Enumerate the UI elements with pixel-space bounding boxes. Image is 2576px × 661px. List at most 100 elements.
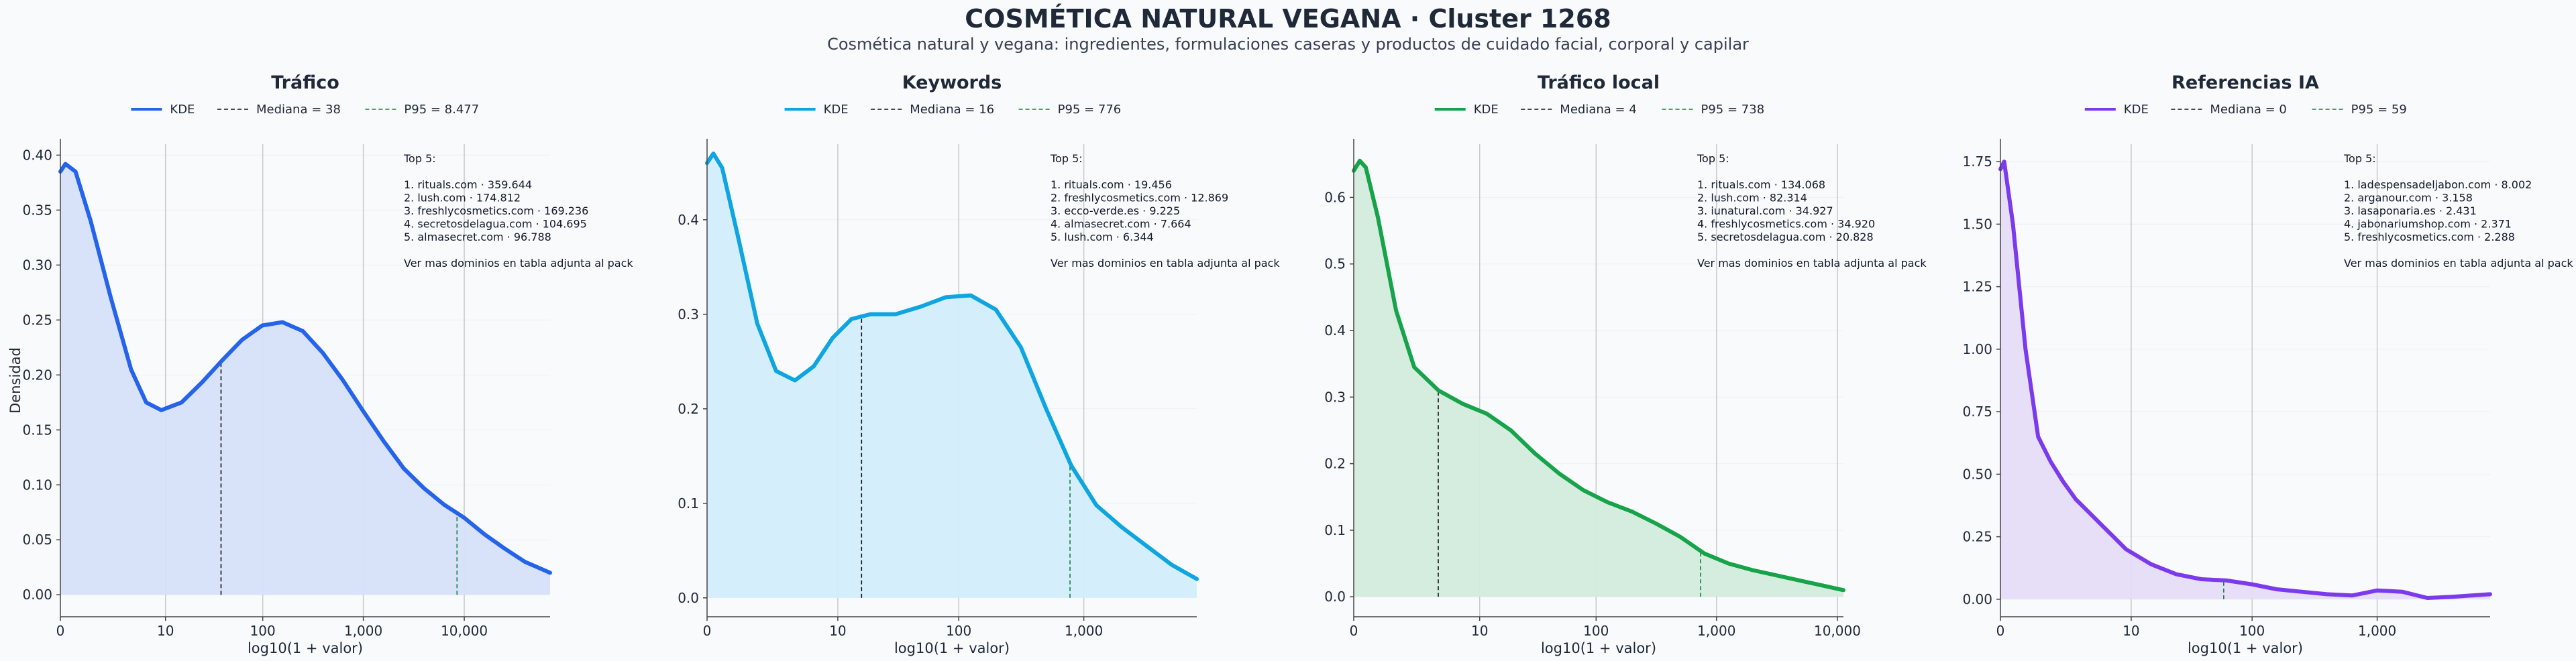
legend: KDE Mediana = 0 P95 = 59 <box>2084 103 2407 117</box>
x-tick-label: 10 <box>157 623 174 639</box>
y-tick-label: 0.25 <box>1962 529 1992 545</box>
x-tick-label: 0 <box>703 623 712 639</box>
x-tick-label: 1,000 <box>344 623 382 639</box>
legend-p95-label: P95 = 738 <box>1701 103 1765 117</box>
top5-annotation: Top 5: 1. ladespensadeljabon.com · 8.0022… <box>2343 152 2573 269</box>
chart-panel-keywords: Keywords KDE Mediana = 16 P95 = 776 0.0 0.1 0.… <box>678 72 1280 656</box>
y-tick-label: 0.10 <box>22 477 52 493</box>
y-tick-label: 1.00 <box>1962 341 1992 357</box>
annotation-line: Top 5: <box>1697 152 1729 165</box>
annotation-line: 5. lush.com · 6.344 <box>1051 231 1154 243</box>
legend-kde-label: KDE <box>170 103 195 117</box>
annotation-line: 2. lush.com · 82.314 <box>1697 192 1807 204</box>
y-tick-label: 0.4 <box>1324 322 1346 339</box>
legend-median-label: Mediana = 0 <box>2210 103 2286 117</box>
figure-title: COSMÉTICA NATURAL VEGANA · Cluster 1268 <box>965 4 1611 34</box>
x-tick-label: 10 <box>1471 623 1488 639</box>
y-tick-label: 0.75 <box>1962 404 1992 420</box>
legend: KDE Mediana = 38 P95 = 8.477 <box>131 103 479 117</box>
y-tick-label: 0.05 <box>22 532 52 548</box>
x-tick-label: 0 <box>1996 623 2005 639</box>
legend-p95-label: P95 = 776 <box>1058 103 1122 117</box>
kde-area <box>1354 160 1843 597</box>
kde-line <box>1998 160 2492 600</box>
annotation-line: 5. almasecret.com · 96.788 <box>404 231 551 243</box>
y-tick-label: 1.25 <box>1962 279 1992 295</box>
annotation-line: 3. lasaponaria.es · 2.431 <box>2344 204 2477 217</box>
x-axis-label: log10(1 + valor) <box>1541 640 1656 656</box>
legend-median-label: Mediana = 16 <box>910 103 994 117</box>
annotation-line: 1. rituals.com · 359.644 <box>404 178 532 191</box>
x-tick-label: 100 <box>1583 623 1609 639</box>
legend-median-label: Mediana = 4 <box>1560 103 1636 117</box>
legend-median-label: Mediana = 38 <box>256 103 341 117</box>
panel-title: Keywords <box>902 72 1002 93</box>
y-tick-label: 0.25 <box>22 312 52 328</box>
x-tick-label: 100 <box>250 623 276 639</box>
x-tick-label: 1,000 <box>1697 623 1735 639</box>
legend-kde-label: KDE <box>2124 103 2149 117</box>
y-tick-label: 1.75 <box>1962 154 1992 170</box>
legend-kde-label: KDE <box>824 103 849 117</box>
annotation-line: 3. freshlycosmetics.com · 169.236 <box>404 204 588 217</box>
legend: KDE Mediana = 4 P95 = 738 <box>1434 103 1765 117</box>
figure-subtitle: Cosmética natural y vegana: ingredientes… <box>827 35 1749 54</box>
annotation-line: 3. iunatural.com · 34.927 <box>1697 204 1833 217</box>
annotation-line: 2. freshlycosmetics.com · 12.869 <box>1051 192 1228 204</box>
kde-line <box>1352 158 1845 593</box>
y-tick-label: 0.0 <box>1324 589 1346 605</box>
x-tick-label: 10,000 <box>441 623 488 639</box>
kde-area <box>707 154 1197 598</box>
annotation-line: 4. almasecret.com · 7.664 <box>1051 218 1191 231</box>
x-tick-label: 10 <box>2123 623 2139 639</box>
x-axis-label: log10(1 + valor) <box>2188 640 2303 656</box>
annotation-line: 3. ecco-verde.es · 9.225 <box>1051 204 1180 217</box>
annotation-line: Ver mas dominios en tabla adjunta al pac… <box>1051 257 1280 269</box>
panel-title: Tráfico <box>271 72 339 93</box>
x-tick-label: 100 <box>946 623 971 639</box>
x-axis-label: log10(1 + valor) <box>894 640 1010 656</box>
annotation-line: Ver mas dominios en tabla adjunta al pac… <box>2344 257 2573 269</box>
y-tick-label: 0.0 <box>678 590 699 606</box>
annotation-line: 5. freshlycosmetics.com · 2.288 <box>2344 231 2515 243</box>
annotation-line: Top 5: <box>1050 152 1083 165</box>
y-tick-label: 0.00 <box>1962 591 1992 607</box>
x-tick-label: 1,000 <box>2358 623 2396 639</box>
annotation-line: 1. rituals.com · 134.068 <box>1697 178 1825 191</box>
x-tick-label: 0 <box>56 623 65 639</box>
y-tick-label: 0.3 <box>1324 389 1346 405</box>
annotation-line: Ver mas dominios en tabla adjunta al pac… <box>404 257 633 269</box>
x-tick-label: 0 <box>1350 623 1358 639</box>
panel-title: Referencias IA <box>2171 72 2319 93</box>
y-tick-label: 0.20 <box>22 367 52 383</box>
annotation-line: 1. ladespensadeljabon.com · 8.002 <box>2344 178 2532 191</box>
annotation-line: Top 5: <box>2343 152 2376 165</box>
kde-line <box>705 152 1199 581</box>
y-tick-label: 0.5 <box>1324 256 1346 272</box>
y-tick-label: 0.2 <box>1324 456 1346 472</box>
y-tick-label: 0.1 <box>678 495 699 512</box>
y-tick-label: 0.4 <box>678 212 699 228</box>
y-tick-label: 1.50 <box>1962 216 1992 232</box>
annotation-line: 4. secretosdelagua.com · 104.695 <box>404 218 587 231</box>
y-tick-label: 0.1 <box>1324 522 1346 538</box>
x-tick-label: 1,000 <box>1065 623 1103 639</box>
legend-p95-label: P95 = 59 <box>2351 103 2407 117</box>
x-axis-label: log10(1 + valor) <box>248 640 363 656</box>
chart-panel-trafico-local: Tráfico local KDE Mediana = 4 P95 = 738 0.0 0… <box>1324 72 1927 656</box>
legend-p95-label: P95 = 8.477 <box>404 103 479 117</box>
annotation-line: 4. freshlycosmetics.com · 34.920 <box>1697 218 1875 231</box>
chart-panel-trafico: Tráfico KDE Mediana = 38 P95 = 8.477 0.00 0.0… <box>7 72 633 656</box>
annotation-line: Top 5: <box>403 152 436 165</box>
panel-title: Tráfico local <box>1538 72 1660 93</box>
y-tick-label: 0.6 <box>1324 189 1346 205</box>
legend-kde-label: KDE <box>1474 103 1499 117</box>
x-tick-label: 10 <box>829 623 846 639</box>
y-tick-label: 0.50 <box>1962 466 1992 482</box>
y-tick-label: 0.35 <box>22 202 52 218</box>
annotation-line: 5. secretosdelagua.com · 20.828 <box>1697 231 1874 243</box>
y-tick-label: 0.2 <box>678 401 699 417</box>
chart-panel-referencias-ia: Referencias IA KDE Mediana = 0 P95 = 59 0.00… <box>1962 72 2573 656</box>
